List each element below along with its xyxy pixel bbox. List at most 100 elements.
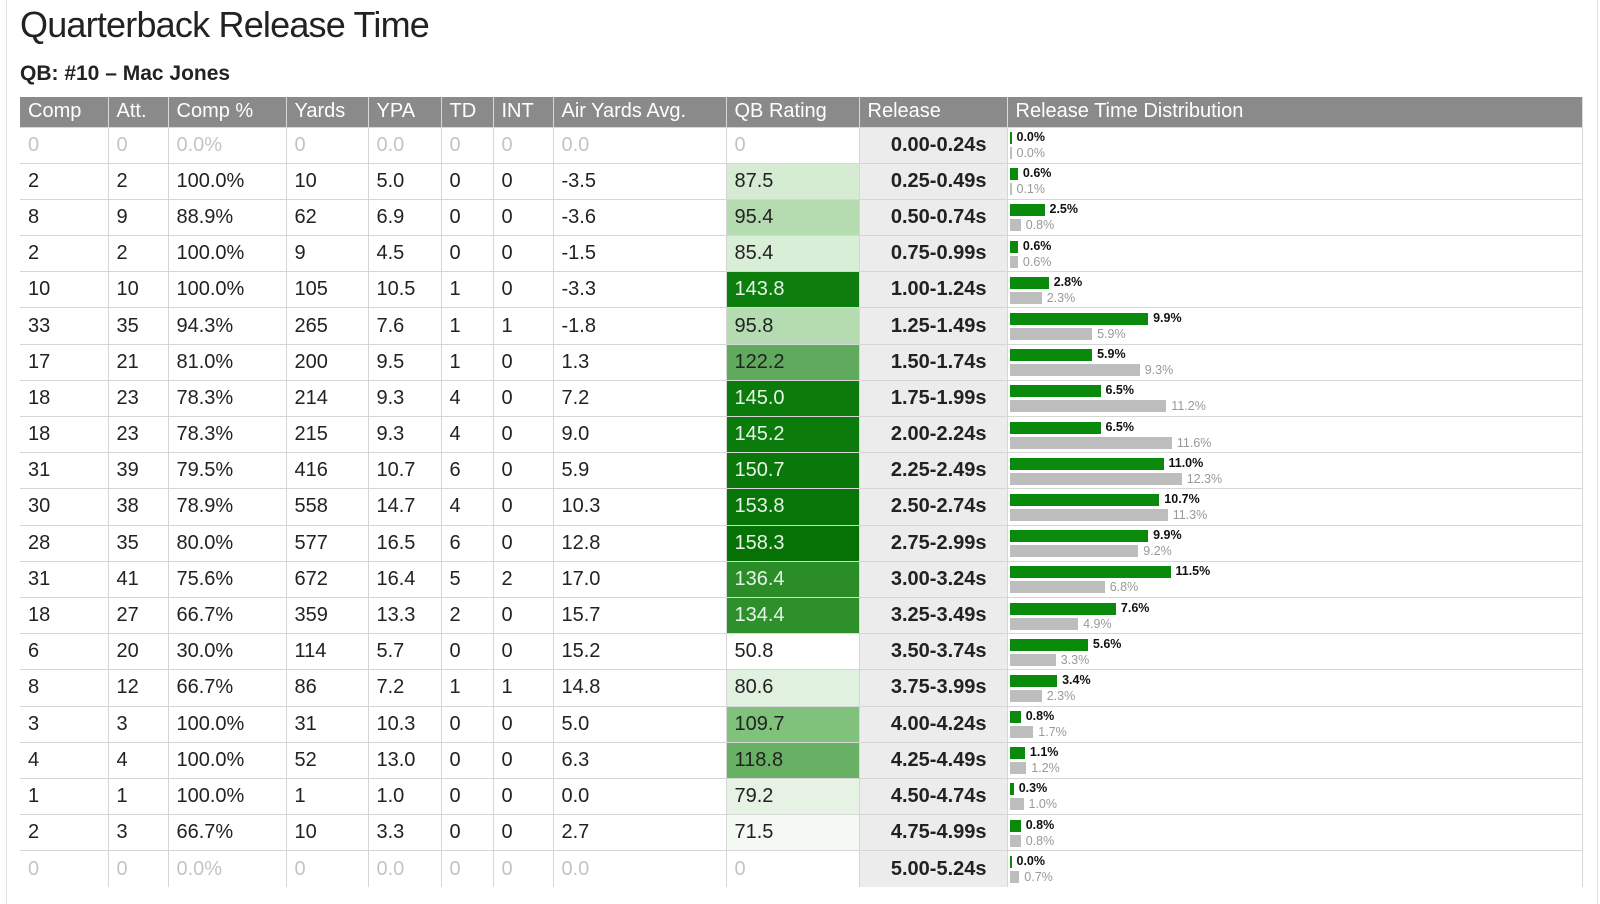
col-header-release[interactable]: Release [859,97,1008,127]
player-share-label: 0.3% [1018,781,1048,796]
int-cell: 0 [493,524,554,562]
col-header-int[interactable]: INT [493,97,554,127]
player-share-label: 2.8% [1053,274,1083,289]
player-share-bar [1009,168,1018,181]
comp-pct-cell: 66.7% [168,669,287,706]
player-share-label: 11.5% [1175,564,1211,579]
td-cell: 5 [441,560,494,598]
att-cell: 41 [108,560,169,598]
distribution-cell: 0.8% 1.7% [1007,705,1583,743]
int-cell: 0 [493,705,554,743]
page-frame [6,0,1598,904]
int-cell: 0 [493,452,554,489]
player-share-bar [1009,493,1160,506]
td-cell: 4 [441,415,494,453]
int-cell: 2 [493,560,554,598]
league-share-label: 1.0% [1028,797,1058,812]
int-cell: 0 [493,741,554,779]
comp-cell: 4 [20,741,109,779]
release-range-cell: 2.75-2.99s [859,524,1008,562]
player-share-label: 6.5% [1105,383,1135,398]
ypa-cell: 0.0 [368,126,442,164]
yards-cell: 62 [286,198,369,236]
yards-cell: 114 [286,633,369,670]
ypa-cell: 4.5 [368,235,442,272]
comp-pct-cell: 79.5% [168,452,287,489]
player-share-label: 0.8% [1025,709,1055,724]
league-share-label: 0.8% [1025,218,1055,233]
att-cell: 20 [108,633,169,670]
release-range-cell: 4.50-4.74s [859,777,1008,815]
col-header-air-yards[interactable]: Air Yards Avg. [553,97,727,127]
qb-rating-cell: 153.8 [726,488,860,526]
player-share-bar [1009,132,1012,145]
player-share-bar [1009,674,1058,687]
release-range-cell: 1.00-1.24s [859,271,1008,308]
yards-cell: 10 [286,814,369,851]
col-header-comp-pct[interactable]: Comp % [168,97,287,127]
league-share-bar [1009,255,1018,268]
comp-cell: 3 [20,705,109,743]
league-share-bar [1009,617,1079,630]
league-share-label: 9.3% [1144,363,1174,378]
comp-pct-cell: 78.3% [168,415,287,453]
player-share-bar [1009,385,1101,398]
int-cell: 0 [493,814,554,851]
league-share-bar [1009,834,1021,847]
air-yards-cell: 15.2 [553,633,727,670]
distribution-cell: 1.1% 1.2% [1007,741,1583,779]
int-cell: 0 [493,126,554,164]
col-header-qb-rating[interactable]: QB Rating [726,97,860,127]
player-share-label: 0.8% [1025,817,1055,832]
att-cell: 12 [108,669,169,706]
comp-pct-cell: 100.0% [168,162,287,200]
col-header-att[interactable]: Att. [108,97,169,127]
air-yards-cell: 10.3 [553,488,727,526]
td-cell: 1 [441,271,494,308]
league-share-label: 6.8% [1109,580,1139,595]
att-cell: 9 [108,198,169,236]
att-cell: 21 [108,343,169,381]
release-range-cell: 4.00-4.24s [859,705,1008,743]
int-cell: 0 [493,343,554,381]
yards-cell: 9 [286,235,369,272]
qb-rating-cell: 85.4 [726,235,860,272]
player-share-bar [1009,457,1164,470]
att-cell: 2 [108,162,169,200]
col-header-yards[interactable]: Yards [286,97,369,127]
ypa-cell: 14.7 [368,488,442,526]
ypa-cell: 7.6 [368,307,442,345]
league-share-bar [1009,798,1024,811]
int-cell: 0 [493,488,554,526]
int-cell: 1 [493,669,554,706]
col-header-comp[interactable]: Comp [20,97,109,127]
league-share-label: 2.3% [1046,688,1076,703]
qb-rating-cell: 158.3 [726,524,860,562]
distribution-cell: 0.3% 1.0% [1007,777,1583,815]
yards-cell: 0 [286,126,369,164]
air-yards-cell: -3.3 [553,271,727,308]
release-range-cell: 2.00-2.24s [859,415,1008,453]
comp-pct-cell: 66.7% [168,814,287,851]
release-range-cell: 3.00-3.24s [859,560,1008,598]
col-header-td[interactable]: TD [441,97,494,127]
league-share-label: 11.6% [1176,435,1212,450]
col-header-ypa[interactable]: YPA [368,97,442,127]
release-range-cell: 3.25-3.49s [859,596,1008,634]
table-row: 8 9 88.9% 62 6.9 0 0 -3.6 95.4 0.50-0.74s 2.5% 0.8% [20,198,1583,236]
league-share-bar [1009,653,1056,666]
league-share-bar [1009,545,1139,558]
league-share-label: 0.1% [1016,182,1046,197]
distribution-cell: 9.9% 5.9% [1007,307,1583,345]
table-row: 2 3 66.7% 10 3.3 0 0 2.7 71.5 4.75-4.99s 0.8% 0.8% [20,814,1583,851]
air-yards-cell: -1.8 [553,307,727,345]
air-yards-cell: 1.3 [553,343,727,381]
distribution-cell: 11.5% 6.8% [1007,560,1583,598]
air-yards-cell: 0.0 [553,777,727,815]
td-cell: 1 [441,343,494,381]
league-share-label: 11.3% [1172,507,1208,522]
table-header-row: Comp Att. Comp % Yards YPA TD INT Air Ya… [20,97,1583,127]
release-range-cell: 1.25-1.49s [859,307,1008,345]
int-cell: 0 [493,633,554,670]
col-header-distribution[interactable]: Release Time Distribution [1007,97,1583,127]
